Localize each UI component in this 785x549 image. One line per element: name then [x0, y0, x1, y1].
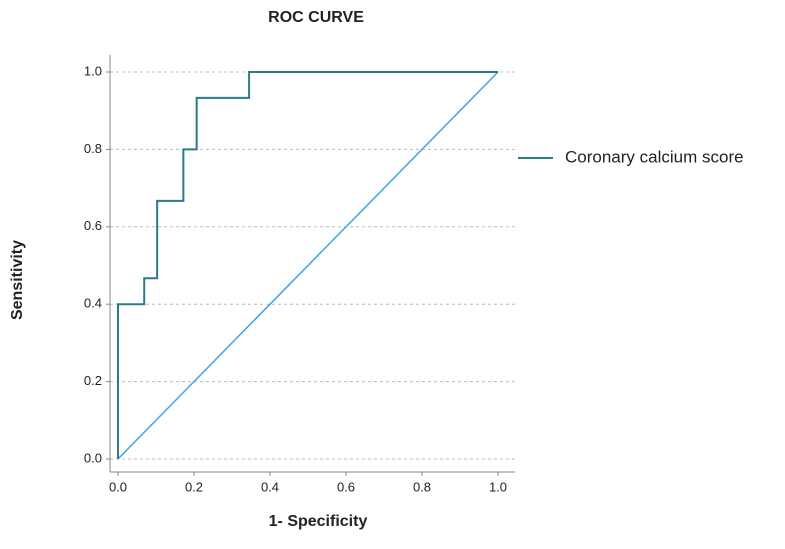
x-tick-label: 1.0 — [489, 479, 507, 494]
x-tick-label: 0.4 — [261, 479, 279, 494]
x-tick-label: 0.2 — [185, 479, 203, 494]
y-tick-label: 0.2 — [84, 373, 102, 388]
legend-label: Coronary calcium score — [565, 147, 744, 166]
y-axis-label: Sensitivity — [9, 240, 26, 320]
x-tick-label: 0.8 — [413, 479, 431, 494]
chart-title: ROC CURVE — [268, 9, 364, 26]
x-tick-label: 0.6 — [337, 479, 355, 494]
x-axis-label: 1- Specificity — [269, 513, 368, 530]
y-tick-label: 1.0 — [84, 63, 102, 78]
roc-curve — [117, 71, 498, 459]
y-tick-label: 0.4 — [84, 296, 102, 311]
y-tick-label: 0.0 — [84, 450, 102, 465]
x-tick-label: 0.0 — [109, 479, 127, 494]
reference-line — [117, 71, 499, 460]
y-tick-label: 0.8 — [84, 141, 102, 156]
y-tick-label: 0.6 — [84, 218, 102, 233]
